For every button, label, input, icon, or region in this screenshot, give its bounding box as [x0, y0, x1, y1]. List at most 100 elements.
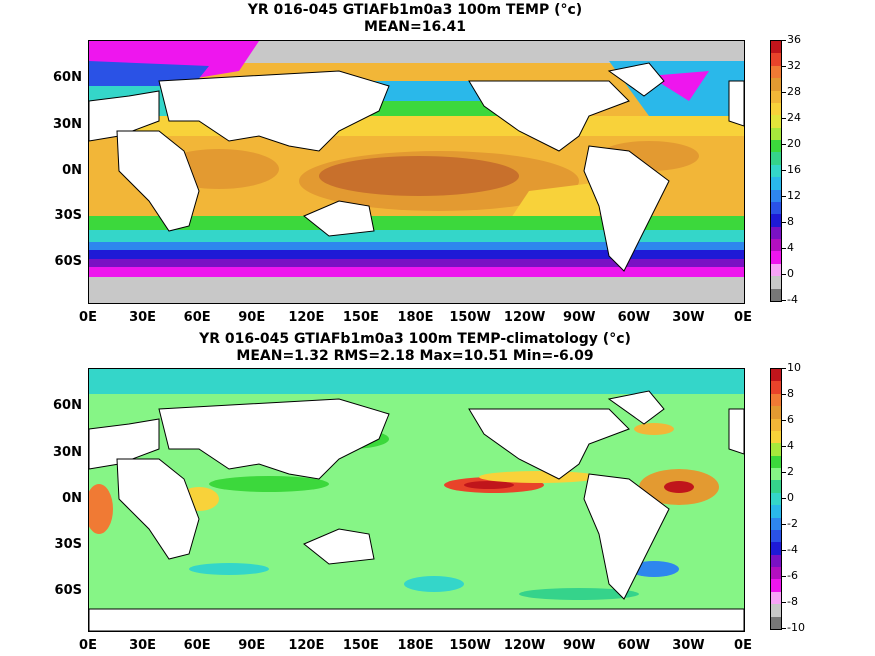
colorbar-tick [782, 274, 786, 275]
panel1-colorbar [770, 40, 782, 302]
panel1-lat-label: 30N [53, 117, 82, 132]
colorbar-swatch [771, 140, 781, 153]
colorbar-label: 12 [787, 189, 801, 202]
panel2-lon-label: 30W [672, 638, 705, 653]
colorbar-swatch [771, 177, 781, 190]
colorbar-swatch [771, 567, 781, 580]
panel1-lon-label: 0E [734, 310, 752, 325]
panel2-lat-label: 60S [54, 583, 82, 598]
colorbar-tick [782, 394, 786, 395]
panel2-lat-label: 60N [53, 398, 82, 413]
colorbar-swatch [771, 102, 781, 116]
panel2-title-line1: YR 016-045 GTIAFb1m0a3 100m TEMP-climato… [199, 331, 631, 347]
colorbar-label: 4 [787, 439, 794, 452]
panel2-title-line2: MEAN=1.32 RMS=2.18 Max=10.51 Min=-6.09 [236, 348, 594, 364]
colorbar-swatch [771, 201, 781, 215]
colorbar-label: 8 [787, 215, 794, 228]
colorbar-label: 16 [787, 163, 801, 176]
panel2-lon-label: 90W [563, 638, 596, 653]
panel2-lat-label: 30S [54, 537, 82, 552]
panel2-lat-label: 0N [62, 491, 82, 506]
colorbar-swatch [771, 591, 781, 605]
colorbar-swatch [771, 127, 781, 140]
panel2-lon-label: 60E [183, 638, 211, 653]
colorbar-swatch [771, 517, 781, 530]
colorbar-swatch [771, 604, 781, 617]
colorbar-label: -4 [787, 293, 798, 306]
colorbar-label: -10 [787, 621, 805, 634]
panel1-lat-label: 60S [54, 254, 82, 269]
colorbar-swatch [771, 78, 781, 91]
colorbar-tick [782, 368, 786, 369]
colorbar-swatch [771, 455, 781, 468]
panel1-title-line1: YR 016-045 GTIAFb1m0a3 100m TEMP (°c) [247, 2, 583, 18]
colorbar-swatch [771, 443, 781, 456]
panel1-lon-label: 90W [563, 310, 596, 325]
panel1-lon-label: 150W [449, 310, 491, 325]
panel2-lon-label: 30E [129, 638, 157, 653]
panel1-lon-label: 150E [342, 310, 379, 325]
colorbar-tick [782, 524, 786, 525]
panel1-lon-label: 0E [79, 310, 97, 325]
colorbar-swatch [771, 406, 781, 419]
colorbar-swatch [771, 263, 781, 277]
colorbar-swatch [771, 276, 781, 289]
colorbar-swatch [771, 468, 781, 481]
colorbar-label: 20 [787, 137, 801, 150]
panel1-lat-label: 30S [54, 208, 82, 223]
colorbar-tick [782, 446, 786, 447]
colorbar-swatch [771, 381, 781, 394]
colorbar-tick [782, 602, 786, 603]
colorbar-swatch [771, 542, 781, 555]
colorbar-swatch [771, 579, 781, 592]
colorbar-label: -2 [787, 517, 798, 530]
panel2-lon-label: 150E [342, 638, 379, 653]
colorbar-swatch [771, 152, 781, 165]
colorbar-swatch [771, 505, 781, 518]
colorbar-tick [782, 92, 786, 93]
panel1-lon-label: 90E [238, 310, 266, 325]
colorbar-swatch [771, 492, 781, 506]
colorbar-label: -6 [787, 569, 798, 582]
colorbar-swatch [771, 164, 781, 178]
colorbar-label: 2 [787, 465, 794, 478]
colorbar-tick [782, 628, 786, 629]
colorbar-swatch [771, 393, 781, 407]
colorbar-swatch [771, 90, 781, 103]
colorbar-tick [782, 248, 786, 249]
colorbar-label: 24 [787, 111, 801, 124]
colorbar-swatch [771, 369, 781, 382]
colorbar-tick [782, 420, 786, 421]
panel1-temperature-field [89, 41, 744, 303]
colorbar-tick [782, 300, 786, 301]
panel1-map [88, 40, 745, 304]
colorbar-swatch [771, 53, 781, 66]
panel2-title: YR 016-045 GTIAFb1m0a3 100m TEMP-climato… [0, 331, 830, 365]
colorbar-tick [782, 66, 786, 67]
colorbar-swatch [771, 616, 781, 629]
panel2-lon-label: 180E [397, 638, 434, 653]
colorbar-swatch [771, 226, 781, 239]
colorbar-label: -4 [787, 543, 798, 556]
panel2-lon-label: 0E [79, 638, 97, 653]
colorbar-tick [782, 222, 786, 223]
colorbar-swatch [771, 65, 781, 79]
panel2-lon-label: 0E [734, 638, 752, 653]
colorbar-tick [782, 118, 786, 119]
panel1-lon-label: 30E [129, 310, 157, 325]
panel2-lon-label: 90E [238, 638, 266, 653]
colorbar-tick [782, 40, 786, 41]
colorbar-label: 6 [787, 413, 794, 426]
panel2-colorbar [770, 368, 782, 630]
colorbar-swatch [771, 115, 781, 128]
colorbar-label: 8 [787, 387, 794, 400]
panel1-title: YR 016-045 GTIAFb1m0a3 100m TEMP (°c) ME… [0, 2, 830, 36]
colorbar-tick [782, 576, 786, 577]
panel2-lon-label: 150W [449, 638, 491, 653]
panel2-lat-label: 30N [53, 445, 82, 460]
panel1-lon-label: 30W [672, 310, 705, 325]
colorbar-swatch [771, 189, 781, 202]
panel2-lon-label: 60W [617, 638, 651, 653]
colorbar-swatch [771, 430, 781, 444]
colorbar-swatch [771, 214, 781, 227]
